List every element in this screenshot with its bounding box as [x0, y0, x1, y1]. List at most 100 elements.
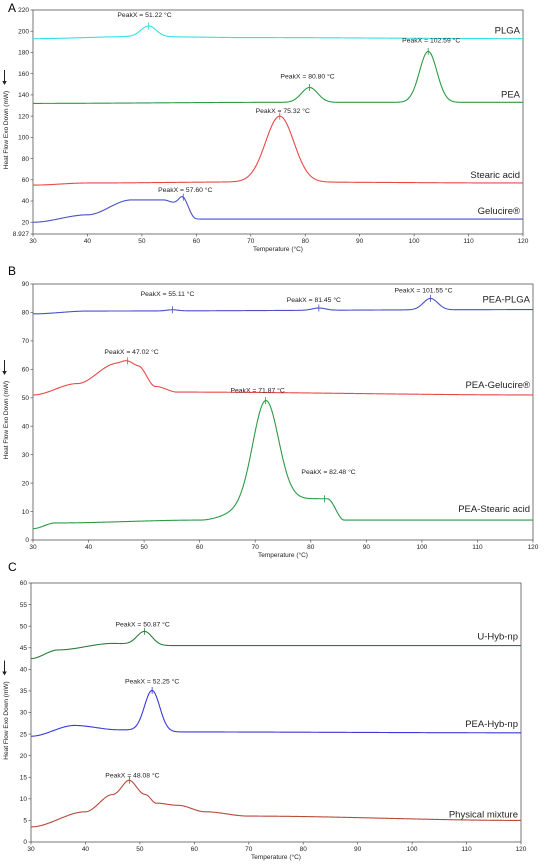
x-tick-label: 100: [409, 238, 420, 245]
series-name-label: PEA-PLGA: [482, 295, 530, 306]
peak-annotation: PeakX = 55.11 °C: [141, 290, 195, 298]
x-tick-label: 30: [29, 238, 37, 245]
series-name-label: Gelucire®: [478, 206, 520, 217]
peak-annotation: PeakX = 101.55 °C: [394, 286, 452, 294]
series-name-label: PEA-Gelucire®: [465, 380, 530, 391]
y-tick-label: 55: [20, 602, 28, 609]
plot-frame: [32, 283, 534, 541]
y-tick-label: 90: [22, 281, 30, 288]
plot-frame: [32, 9, 524, 235]
x-tick-label: 120: [516, 846, 527, 853]
exo-down-arrowhead-icon: [2, 81, 7, 85]
peak-annotation: PeakX = 81.45 °C: [287, 296, 341, 304]
series-name-label: PEA: [501, 89, 521, 100]
x-tick-label: 110: [463, 238, 474, 245]
y-tick-label: 20: [20, 753, 28, 760]
y-tick-label: 5: [23, 818, 27, 825]
peak-annotation: PeakX = 51.22 °C: [117, 11, 171, 19]
y-tick-label: 8.927: [13, 231, 30, 238]
y-tick-label: 10: [22, 509, 30, 516]
x-tick-label: 40: [85, 544, 93, 551]
y-tick-label: 30: [20, 710, 28, 717]
series-line: [33, 50, 523, 104]
peak-annotation: PeakX = 50.87 °C: [115, 620, 169, 628]
x-tick-label: 70: [247, 238, 255, 245]
series-line: [30, 689, 521, 737]
x-tick-label: 80: [307, 544, 315, 551]
x-tick-label: 40: [84, 238, 92, 245]
y-tick-label: 10: [20, 796, 28, 803]
series-line: [32, 115, 523, 186]
x-tick-label: 60: [193, 238, 201, 245]
x-tick-label: 80: [300, 846, 308, 853]
peak-annotation: PeakX = 52.25 °C: [125, 677, 179, 685]
y-tick-label: 50: [20, 623, 28, 630]
x-tick-label: 110: [472, 544, 483, 551]
y-tick-label: 160: [18, 71, 29, 78]
panel-c: C 30 40 50 60 70 80 90 100 110 120 0 5 10 15 20 25 30 35 40…: [2, 560, 527, 861]
y-tick-label: 180: [18, 50, 29, 57]
y-tick-label: 100: [18, 135, 29, 142]
series-name-label: PEA-Hyb-np: [465, 719, 518, 730]
y-tick-label: 0: [23, 839, 27, 846]
y-tick-label: 30: [22, 452, 30, 459]
y-tick-label: 40: [20, 667, 28, 674]
x-tick-label: 120: [518, 238, 529, 245]
x-tick-label: 30: [29, 544, 37, 551]
x-axis-label: Temperature (°C): [251, 853, 301, 861]
y-tick-label: 20: [22, 219, 30, 226]
peak-annotation: PeakX = 80.80 °C: [280, 72, 334, 80]
exo-down-arrowhead-icon: [2, 371, 7, 375]
y-tick-label: 25: [20, 731, 28, 738]
y-tick-label: 60: [22, 177, 30, 184]
x-tick-label: 90: [356, 238, 364, 245]
peak-annotation: PeakX = 47.02 °C: [104, 348, 158, 356]
y-tick-label: 200: [18, 28, 29, 35]
panel-b: B 30 40 50 60 70 80 90 100 110 120 0 10 20 30 40 50 60 70 8…: [2, 264, 539, 559]
series-line: [32, 360, 533, 396]
y-tick-label: 35: [20, 688, 28, 695]
x-tick-label: 40: [82, 846, 90, 853]
x-tick-label: 90: [354, 846, 362, 853]
panel-label: A: [8, 1, 16, 15]
peak-annotation: PeakX = 75.32 °C: [256, 107, 310, 115]
series-line: [32, 297, 533, 315]
peak-annotation: PeakX = 48.08 °C: [105, 771, 159, 779]
x-tick-label: 100: [407, 846, 418, 853]
x-tick-label: 60: [196, 544, 204, 551]
x-tick-label: 50: [136, 846, 144, 853]
y-axis-label: Heat Flow Exo Down (mW): [3, 91, 10, 169]
x-tick-label: 110: [461, 846, 472, 853]
peak-annotation: PeakX = 82.48 °C: [301, 468, 355, 476]
x-tick-label: 30: [27, 846, 35, 853]
exo-down-arrowhead-icon: [2, 671, 7, 676]
series-name-label: U-Hyb-np: [477, 632, 518, 643]
y-tick-label: 45: [20, 645, 28, 652]
series-name-label: PLGA: [495, 26, 521, 37]
x-tick-label: 70: [252, 544, 260, 551]
panel-a: A 30 40 50 60 70 80 90 100 110 120 8.927 20 40 60 80 100…: [2, 1, 529, 253]
x-tick-label: 50: [138, 238, 146, 245]
y-tick-label: 0: [25, 537, 29, 544]
peak-annotation: PeakX = 57.60 °C: [158, 186, 212, 194]
y-tick-label: 70: [22, 338, 30, 345]
peak-annotation: PeakX = 71.87 °C: [230, 387, 284, 395]
y-tick-label: 20: [22, 480, 30, 487]
plot-frame: [30, 582, 522, 843]
y-tick-label: 80: [22, 156, 30, 163]
y-tick-label: 40: [22, 198, 30, 205]
y-tick-label: 15: [20, 774, 28, 781]
x-tick-label: 50: [140, 544, 148, 551]
series-name-label: Stearic acid: [470, 170, 520, 181]
x-tick-label: 100: [416, 544, 427, 551]
peak-annotation: PeakX = 102.59 °C: [402, 36, 460, 44]
series-line: [30, 630, 521, 660]
x-axis-label: Temperature (°C): [253, 245, 303, 253]
series-name-label: PEA-Stearic acid: [458, 504, 530, 515]
y-tick-label: 40: [22, 423, 30, 430]
series-line: [30, 779, 521, 828]
x-tick-label: 70: [245, 846, 253, 853]
series-name-label: Physical mixture: [449, 809, 518, 820]
y-tick-label: 140: [18, 92, 29, 99]
